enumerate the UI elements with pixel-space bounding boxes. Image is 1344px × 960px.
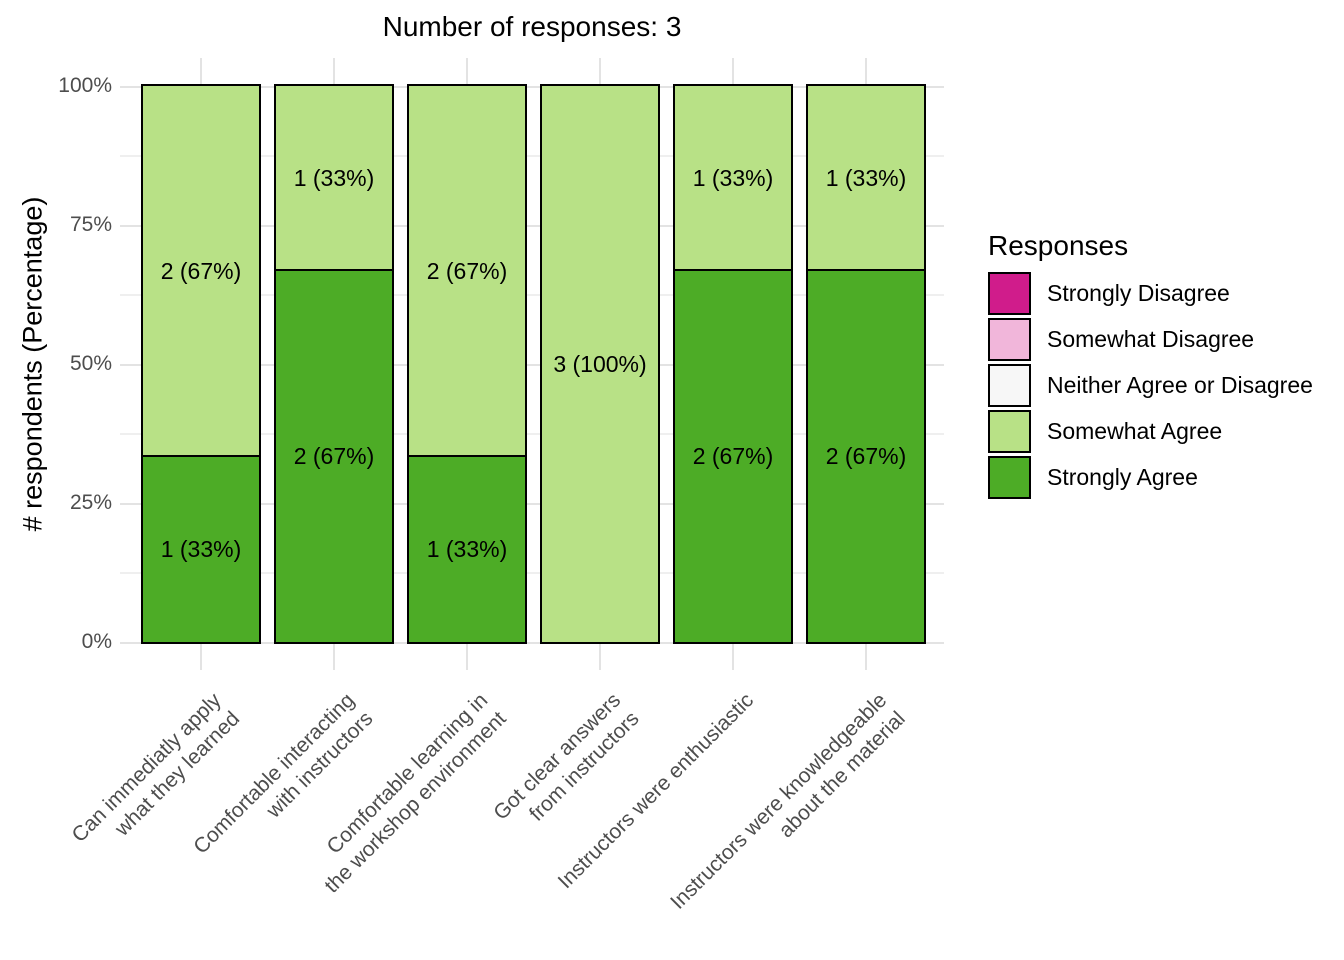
y-tick-label-0: 0% — [81, 630, 112, 653]
segment-strongly-agree: 2 (67%) — [806, 269, 926, 644]
bar-comfortable-interacting: 1 (33%) 2 (67%) — [274, 84, 394, 644]
legend-item: Neither Agree or Disagree — [988, 364, 1313, 407]
gridline-50pct — [120, 364, 944, 366]
legend-item-label: Somewhat Agree — [1047, 418, 1223, 444]
legend-title: Responses — [988, 230, 1129, 261]
segment-label: 1 (33%) — [160, 535, 242, 562]
legend-swatch-somewhat-disagree — [988, 318, 1031, 361]
segment-label: 2 (67%) — [426, 257, 508, 284]
bar-instructors-enthusiastic: 1 (33%) 2 (67%) — [673, 84, 793, 644]
segment-strongly-agree: 1 (33%) — [141, 454, 261, 644]
legend-item-label: Somewhat Disagree — [1047, 326, 1255, 352]
gridline-0pct — [120, 642, 944, 644]
legend-item: Strongly Agree — [988, 456, 1313, 499]
legend-item-label: Strongly Agree — [1047, 464, 1198, 490]
legend-item: Somewhat Disagree — [988, 318, 1313, 361]
legend-swatch-neither — [988, 364, 1031, 407]
x-label-line: Instructors were knowledgeable — [665, 688, 891, 914]
legend-item-label: Neither Agree or Disagree — [1047, 372, 1313, 398]
legend-item: Somewhat Agree — [988, 410, 1313, 453]
legend-swatch-somewhat-agree — [988, 410, 1031, 453]
legend-swatch-strongly-disagree — [988, 272, 1031, 315]
y-tick-label-100: 100% — [58, 74, 112, 97]
segment-label: 2 (67%) — [692, 443, 774, 470]
bar-can-immediatly-apply: 2 (67%) 1 (33%) — [141, 84, 261, 644]
gridline-25pct — [120, 503, 944, 505]
segment-strongly-agree: 1 (33%) — [407, 454, 527, 644]
bar-instructors-knowledgeable: 1 (33%) 2 (67%) — [806, 84, 926, 644]
segment-strongly-agree: 2 (67%) — [673, 269, 793, 644]
segment-label: 1 (33%) — [293, 165, 375, 192]
segment-somewhat-agree: 2 (67%) — [407, 84, 527, 459]
segment-strongly-agree: 2 (67%) — [274, 269, 394, 644]
gridline-minor — [120, 433, 944, 435]
segment-somewhat-agree: 1 (33%) — [806, 84, 926, 274]
bar-comfortable-learning: 2 (67%) 1 (33%) — [407, 84, 527, 644]
legend-swatch-strongly-agree — [988, 456, 1031, 499]
gridline-100pct — [120, 86, 944, 88]
plot-panel: 2 (67%) 1 (33%) 1 (33%) 2 (67%) 2 (67%) … — [120, 58, 944, 670]
segment-label: 3 (100%) — [553, 350, 647, 377]
segment-label: 1 (33%) — [426, 535, 508, 562]
segment-somewhat-agree: 1 (33%) — [673, 84, 793, 274]
segment-label: 2 (67%) — [293, 443, 375, 470]
x-axis-label-instructors-knowledgeable: Instructors were knowledgeable about the… — [665, 688, 911, 934]
x-label-line: Can immediatly apply — [67, 688, 226, 847]
y-tick-label-50: 50% — [69, 352, 112, 375]
gridline-minor — [120, 294, 944, 296]
segment-somewhat-agree: 3 (100%) — [540, 84, 660, 644]
segment-label: 2 (67%) — [160, 257, 242, 284]
legend-item: Strongly Disagree — [988, 272, 1313, 315]
y-tick-label-25: 25% — [69, 491, 112, 514]
segment-label: 1 (33%) — [692, 165, 774, 192]
segment-label: 2 (67%) — [825, 443, 907, 470]
legend: Responses Strongly Disagree Somewhat Dis… — [988, 230, 1313, 502]
segment-label: 1 (33%) — [825, 165, 907, 192]
y-tick-label-75: 75% — [69, 213, 112, 236]
gridline-minor — [120, 155, 944, 157]
segment-somewhat-agree: 2 (67%) — [141, 84, 261, 459]
segment-somewhat-agree: 1 (33%) — [274, 84, 394, 274]
bar-got-clear-answers: 3 (100%) — [540, 84, 660, 644]
gridline-75pct — [120, 225, 944, 227]
chart-title: Number of responses: 3 — [382, 11, 682, 42]
legend-item-label: Strongly Disagree — [1047, 280, 1230, 306]
gridline-minor — [120, 572, 944, 574]
